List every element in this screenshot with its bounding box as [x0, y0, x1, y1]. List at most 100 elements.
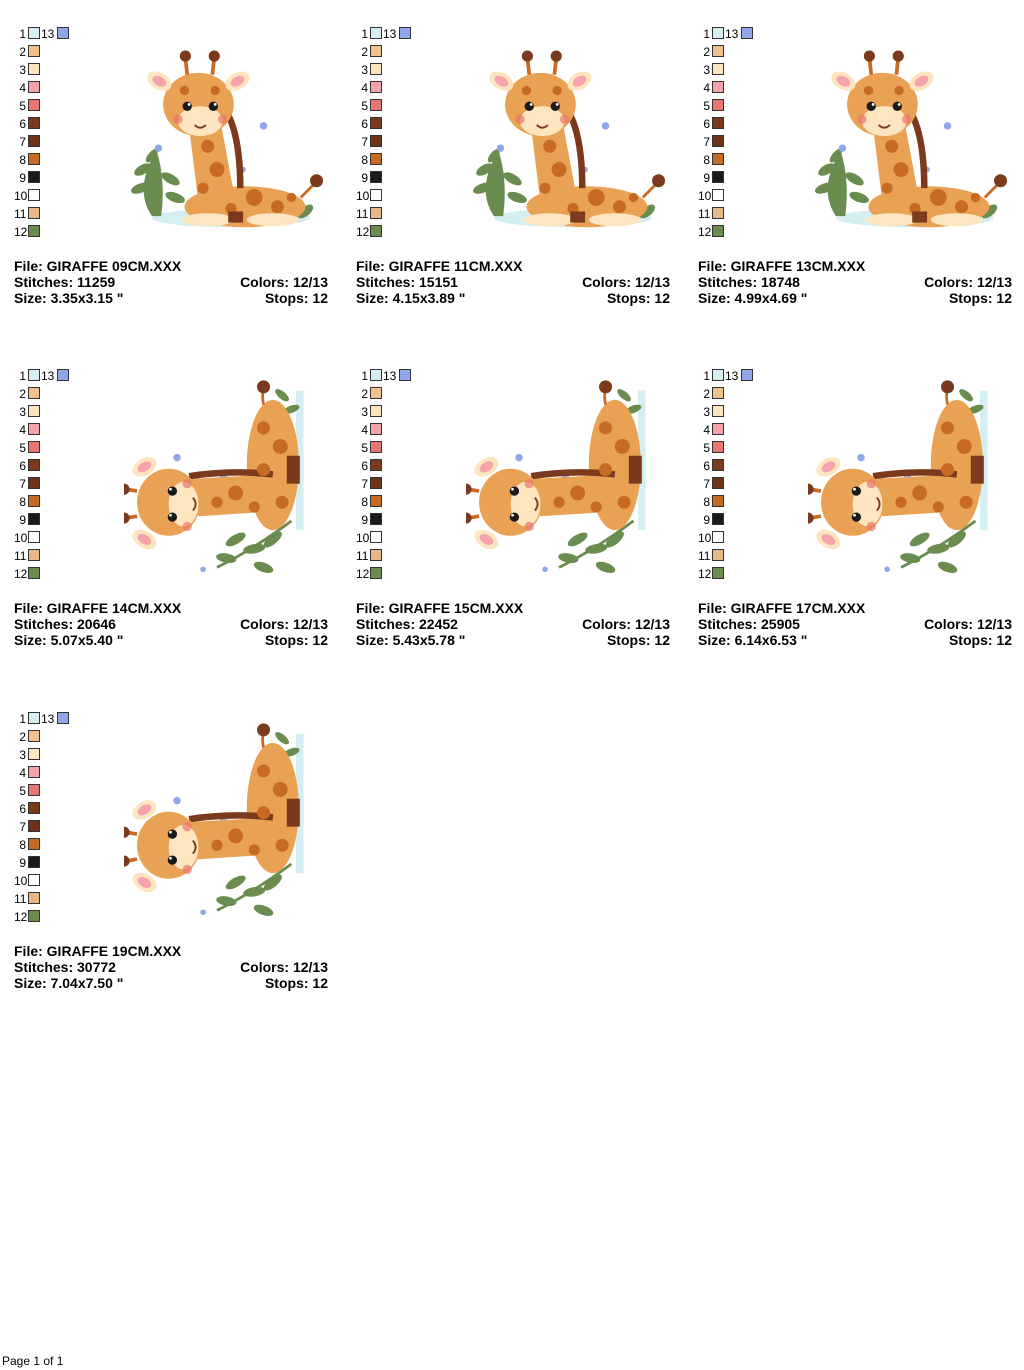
- palette-row: 7: [14, 476, 74, 494]
- color-swatch: [712, 531, 724, 543]
- design-info: File: GIRAFFE 15CM.XXX Stitches: 22452 Col…: [356, 600, 670, 648]
- color-number: 5: [361, 441, 368, 455]
- color-swatch: [370, 27, 382, 39]
- stop-count-value: 12: [312, 632, 328, 648]
- giraffe-design-preview: [124, 32, 324, 242]
- stop-count-value: 12: [654, 632, 670, 648]
- color-number: 11: [14, 549, 27, 563]
- design-card: 1 13 2 3 4 5 6 7 8 9 10 11 12 File: GIRAFFE 13CM.XXX S…: [698, 26, 1018, 326]
- palette-row: 10: [356, 530, 416, 548]
- design-size-label: Size:: [356, 290, 389, 306]
- stitch-count: Stitches: 25905: [698, 616, 800, 632]
- color-swatch: [57, 27, 69, 39]
- design-size-value: 3.35x3.15 ": [50, 290, 124, 306]
- color-number: 10: [698, 531, 712, 545]
- color-swatch: [28, 423, 40, 435]
- file-name-label: File:: [698, 258, 727, 274]
- color-swatch: [28, 802, 40, 814]
- color-number: 8: [703, 153, 710, 167]
- palette-row: 10: [698, 530, 758, 548]
- color-count-value: 12/13: [634, 616, 670, 632]
- design-size: Size: 7.04x7.50 ": [14, 975, 123, 991]
- color-swatch: [28, 820, 40, 832]
- color-number: 3: [703, 63, 710, 77]
- color-number: 7: [703, 135, 710, 149]
- color-swatch: [712, 153, 724, 165]
- color-number: 11: [698, 549, 711, 563]
- design-size-value: 7.04x7.50 ": [50, 975, 124, 991]
- file-name: File: GIRAFFE 13CM.XXX: [698, 258, 865, 274]
- palette-row: 1 13: [698, 26, 758, 44]
- file-name-value: GIRAFFE 15CM.XXX: [388, 600, 524, 616]
- color-swatch: [370, 495, 382, 507]
- stop-count: Stops: 12: [265, 632, 328, 648]
- palette-row: 8: [698, 494, 758, 512]
- palette-row: 1 13: [698, 368, 758, 386]
- palette-row: 11: [698, 206, 758, 224]
- palette-row: 8: [14, 494, 74, 512]
- color-count-label: Colors:: [240, 274, 290, 290]
- color-swatch: [712, 117, 724, 129]
- color-number: 10: [14, 531, 28, 545]
- giraffe-design-preview: [124, 717, 324, 927]
- stop-count: Stops: 12: [607, 632, 670, 648]
- design-info: File: GIRAFFE 19CM.XXX Stitches: 30772 Col…: [14, 943, 328, 991]
- palette-row: 12: [698, 224, 758, 242]
- palette-row: 4: [14, 422, 74, 440]
- palette-row: 5: [14, 783, 74, 801]
- stitch-count: Stitches: 11259: [14, 274, 115, 290]
- palette-row: 8: [14, 837, 74, 855]
- color-number: 1: [19, 369, 26, 383]
- file-name: File: GIRAFFE 09CM.XXX: [14, 258, 181, 274]
- palette-row: 1 13: [14, 26, 74, 44]
- color-number: 9: [19, 171, 26, 185]
- color-swatch: [370, 225, 382, 237]
- design-info: File: GIRAFFE 11CM.XXX Stitches: 15151 Col…: [356, 258, 670, 306]
- color-number: 6: [361, 117, 368, 131]
- stop-count-value: 12: [996, 290, 1012, 306]
- stitch-count-value: 25905: [761, 616, 800, 632]
- color-swatch: [712, 63, 724, 75]
- color-swatch: [370, 81, 382, 93]
- design-size-label: Size:: [356, 632, 389, 648]
- palette-row: 9: [698, 170, 758, 188]
- palette-row: 6: [14, 458, 74, 476]
- color-count-value: 12/13: [292, 616, 328, 632]
- color-swatch: [712, 423, 724, 435]
- color-number: 7: [703, 477, 710, 491]
- color-swatch: [28, 892, 40, 904]
- color-swatch: [370, 459, 382, 471]
- color-number: 13: [383, 27, 397, 41]
- color-number: 2: [19, 730, 26, 744]
- palette-row: 8: [356, 152, 416, 170]
- file-name-label: File:: [356, 258, 385, 274]
- palette-row: 8: [14, 152, 74, 170]
- color-count-label: Colors:: [582, 274, 632, 290]
- color-count-value: 12/13: [292, 959, 328, 975]
- color-number: 10: [698, 189, 712, 203]
- color-number: 12: [14, 910, 28, 924]
- color-swatch: [28, 441, 40, 453]
- palette-row: 11: [356, 548, 416, 566]
- stop-count-value: 12: [312, 975, 328, 991]
- stop-count-label: Stops:: [264, 290, 309, 306]
- palette-row: 3: [14, 404, 74, 422]
- color-swatch: [370, 567, 382, 579]
- color-number: 10: [356, 189, 370, 203]
- palette-row: 5: [698, 440, 758, 458]
- stitch-count-value: 15151: [419, 274, 458, 290]
- file-name-value: GIRAFFE 14CM.XXX: [46, 600, 182, 616]
- color-number: 2: [361, 45, 368, 59]
- palette-row: 10: [356, 188, 416, 206]
- color-swatch: [712, 477, 724, 489]
- palette-row: 1 13: [356, 368, 416, 386]
- color-number: 10: [14, 189, 28, 203]
- design-size-value: 5.07x5.40 ": [50, 632, 124, 648]
- design-size-value: 4.99x4.69 ": [734, 290, 808, 306]
- stitch-count-label: Stitches:: [14, 959, 74, 975]
- color-swatch: [712, 459, 724, 471]
- color-swatch: [28, 63, 40, 75]
- design-size-label: Size:: [14, 975, 47, 991]
- stop-count-label: Stops:: [606, 290, 651, 306]
- color-swatch: [370, 405, 382, 417]
